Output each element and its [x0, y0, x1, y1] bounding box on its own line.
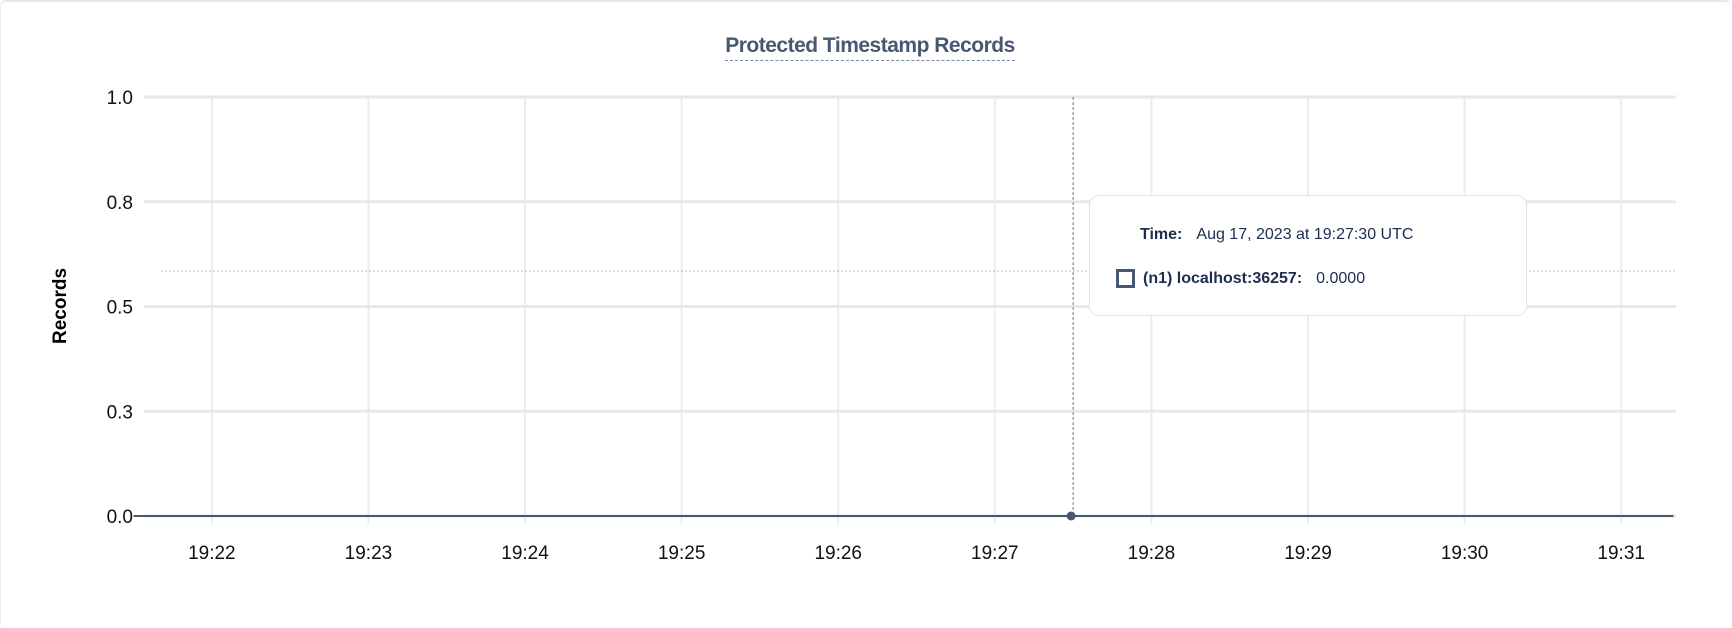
y-tick-label: 0.8 — [107, 193, 133, 214]
tooltip-time-value: Aug 17, 2023 at 19:27:30 UTC — [1196, 226, 1414, 243]
chart-title[interactable]: Protected Timestamp Records — [725, 34, 1015, 61]
y-tick-label: 0.0 — [107, 507, 133, 528]
x-tick-label: 19:28 — [1128, 543, 1176, 564]
hover-point — [1066, 511, 1076, 521]
y-tick-label: 0.3 — [107, 402, 133, 423]
chart-title-wrap: Protected Timestamp Records — [0, 34, 1732, 61]
x-tick-label: 19:22 — [188, 543, 236, 564]
x-tick-label: 19:29 — [1284, 543, 1332, 564]
x-tick-label: 19:30 — [1441, 543, 1489, 564]
x-tick-label: 19:27 — [971, 543, 1019, 564]
tooltip-series-label: (n1) localhost:36257: — [1143, 269, 1303, 287]
x-tick-label: 19:31 — [1597, 543, 1645, 564]
tooltip-series-row: (n1) localhost:36257: 0.0000 — [1116, 269, 1365, 288]
tooltip-time: Time: Aug 17, 2023 at 19:27:30 UTC — [1140, 226, 1413, 244]
x-tick-label: 19:23 — [345, 543, 393, 564]
x-tick-label: 19:26 — [814, 543, 862, 564]
tooltip-series-value: 0.0000 — [1316, 269, 1366, 287]
y-tick-label: 0.5 — [107, 298, 133, 319]
y-tick-label: 1.0 — [107, 88, 133, 109]
x-tick-label: 19:25 — [658, 543, 706, 564]
hover-tooltip: Time: Aug 17, 2023 at 19:27:30 UTC (n1) l… — [1089, 195, 1527, 316]
series-swatch-icon — [1116, 269, 1135, 288]
tooltip-time-label: Time: — [1140, 226, 1183, 243]
x-tick-label: 19:24 — [501, 543, 549, 564]
